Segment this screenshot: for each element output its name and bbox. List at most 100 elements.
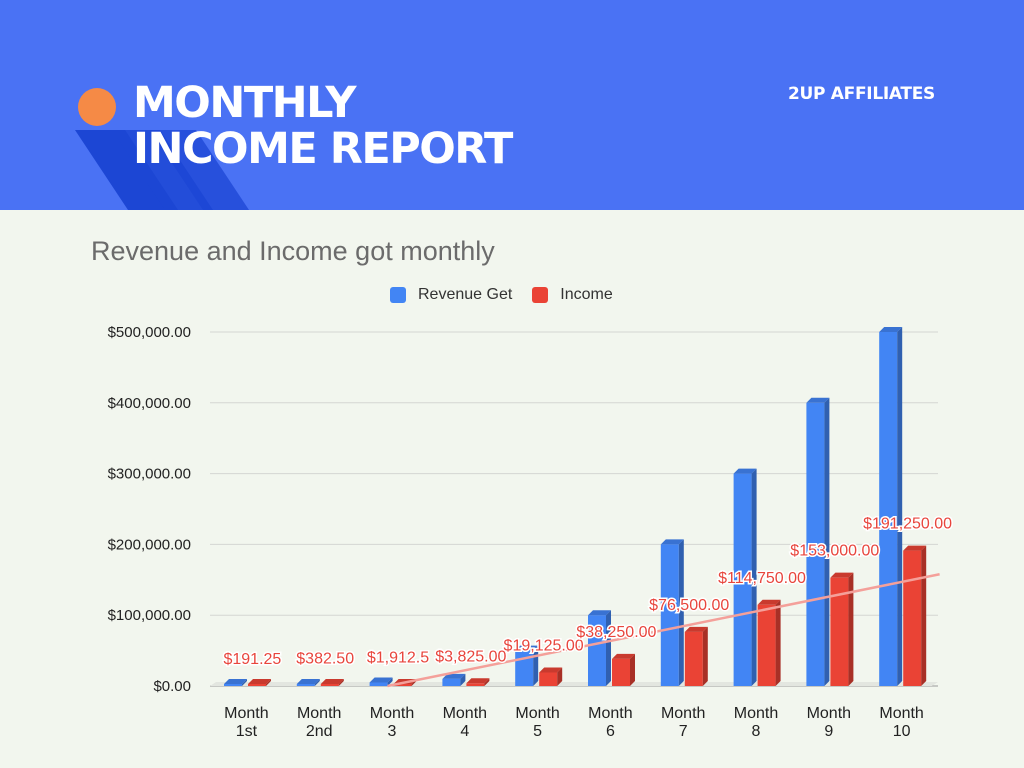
bar-income-side bbox=[702, 626, 708, 686]
title-line-2: INCOME REPORT bbox=[133, 124, 513, 174]
bar-income-side bbox=[848, 572, 854, 686]
bar-income-side bbox=[266, 679, 271, 686]
bar-income-front bbox=[248, 684, 266, 686]
bar-revenue-top bbox=[515, 645, 539, 651]
x-tick-label-line: Month bbox=[807, 705, 851, 722]
bar-revenue-front bbox=[224, 684, 242, 686]
x-tick-label-line: Month bbox=[879, 705, 923, 722]
y-tick-label: $300,000.00 bbox=[108, 466, 191, 483]
bar-revenue-side bbox=[606, 610, 611, 686]
bar-income-front bbox=[612, 658, 630, 686]
x-tick-label-line: 3 bbox=[388, 723, 397, 740]
legend-swatch-revenue bbox=[390, 287, 406, 303]
bar-income-top bbox=[320, 679, 344, 684]
title-line-1: MONTHLY bbox=[133, 78, 356, 128]
bar-income-top bbox=[684, 626, 708, 632]
bar-revenue-side bbox=[824, 397, 830, 686]
y-tick-label: $500,000.00 bbox=[108, 324, 191, 341]
bar-revenue-front bbox=[442, 678, 461, 686]
bar-revenue bbox=[806, 397, 830, 686]
accent-dot bbox=[78, 88, 116, 126]
bar-income-side bbox=[630, 653, 635, 686]
bar-income-side bbox=[338, 679, 344, 686]
data-label-income: $191,250.00 bbox=[863, 516, 952, 533]
bar-revenue-side bbox=[387, 677, 393, 686]
bar-income-front bbox=[830, 577, 849, 686]
bar-revenue bbox=[296, 679, 320, 686]
x-tick-label-line: 10 bbox=[893, 723, 911, 740]
bar-revenue-top bbox=[442, 673, 466, 679]
data-label-income: $19,125.00 bbox=[504, 637, 584, 654]
bar-revenue bbox=[879, 327, 903, 686]
brand-name: 2UP AFFILIATES bbox=[788, 84, 935, 104]
bar-revenue-front bbox=[733, 473, 752, 686]
x-tick-label-line: Month bbox=[297, 705, 341, 722]
bar-income bbox=[320, 679, 344, 686]
data-label-income: $114,750.00 bbox=[718, 570, 806, 587]
x-tick-label: Month 9 bbox=[807, 705, 851, 740]
bar-revenue-top bbox=[369, 677, 393, 683]
bar-income bbox=[830, 572, 854, 686]
bar-revenue bbox=[224, 679, 247, 686]
bar-income-front bbox=[393, 684, 412, 686]
bar-revenue-top bbox=[224, 679, 247, 684]
x-tick-label-line: 5 bbox=[533, 723, 542, 740]
x-tick-label-line: Month bbox=[224, 705, 268, 722]
y-tick-label: $400,000.00 bbox=[108, 395, 191, 412]
bar-revenue-front bbox=[660, 544, 679, 686]
data-label-income: $1,912.5 bbox=[367, 650, 429, 667]
bar-income-side bbox=[484, 678, 490, 686]
legend-item-revenue: Revenue Get bbox=[390, 286, 512, 304]
data-label-income: $382.50 bbox=[296, 651, 354, 668]
bar-income bbox=[539, 667, 563, 686]
legend-swatch-income bbox=[532, 287, 549, 303]
x-tick-label: Month 8 bbox=[734, 705, 778, 740]
bar-revenue-top bbox=[588, 610, 611, 616]
y-tick-label: $100,000.00 bbox=[108, 607, 191, 624]
x-tick-label-line: 7 bbox=[679, 723, 688, 740]
bar-income-front bbox=[684, 631, 703, 686]
bar-revenue-top bbox=[806, 397, 830, 403]
bar-revenue-front bbox=[806, 402, 825, 686]
legend-item-income: Income bbox=[532, 286, 613, 304]
bar-income-top bbox=[539, 667, 563, 673]
bar-revenue-front bbox=[369, 682, 388, 686]
bar-revenue-side bbox=[897, 327, 903, 686]
x-tick-label: Month 4 bbox=[443, 705, 487, 740]
x-tick-label-line: Month bbox=[588, 705, 632, 722]
bar-income bbox=[612, 653, 635, 686]
page-title: MONTHLY INCOME REPORT bbox=[133, 78, 513, 174]
x-tick-label: Month 2nd bbox=[297, 705, 341, 740]
x-tick-label: Month 7 bbox=[661, 705, 705, 740]
legend-label-revenue: Revenue Get bbox=[418, 286, 513, 303]
x-tick-label-line: Month bbox=[443, 705, 487, 722]
bar-income-front bbox=[539, 672, 558, 686]
bar-revenue bbox=[733, 468, 757, 686]
bar-revenue-side bbox=[678, 539, 684, 686]
bar-income bbox=[903, 545, 927, 686]
bar-revenue-front bbox=[588, 615, 606, 686]
x-tick-label: Month 3 bbox=[370, 705, 414, 740]
y-tick-label: $200,000.00 bbox=[108, 536, 191, 553]
data-label-income: $191.25 bbox=[223, 651, 281, 668]
bar-income bbox=[466, 678, 490, 686]
x-tick-label: Month 1st bbox=[224, 705, 268, 740]
legend-label-income: Income bbox=[560, 286, 613, 303]
bar-revenue-side bbox=[314, 679, 320, 686]
bar-income-front bbox=[903, 550, 922, 686]
bar-income bbox=[684, 626, 708, 686]
bar-revenue bbox=[442, 673, 466, 686]
data-label-income: $38,250.00 bbox=[576, 624, 656, 641]
bar-income-top bbox=[830, 572, 854, 578]
bar-revenue-top bbox=[660, 539, 684, 545]
y-tick-label: $0.00 bbox=[153, 678, 191, 695]
x-tick-label-line: 1st bbox=[236, 723, 258, 740]
bar-revenue-top bbox=[879, 327, 903, 332]
x-tick-label-line: 8 bbox=[752, 723, 761, 740]
bar-income-side bbox=[921, 545, 927, 686]
bar-income-top bbox=[466, 678, 490, 684]
data-label-income: $153,000.00 bbox=[790, 543, 879, 560]
chart-floor bbox=[210, 682, 938, 686]
bar-revenue bbox=[660, 539, 684, 686]
